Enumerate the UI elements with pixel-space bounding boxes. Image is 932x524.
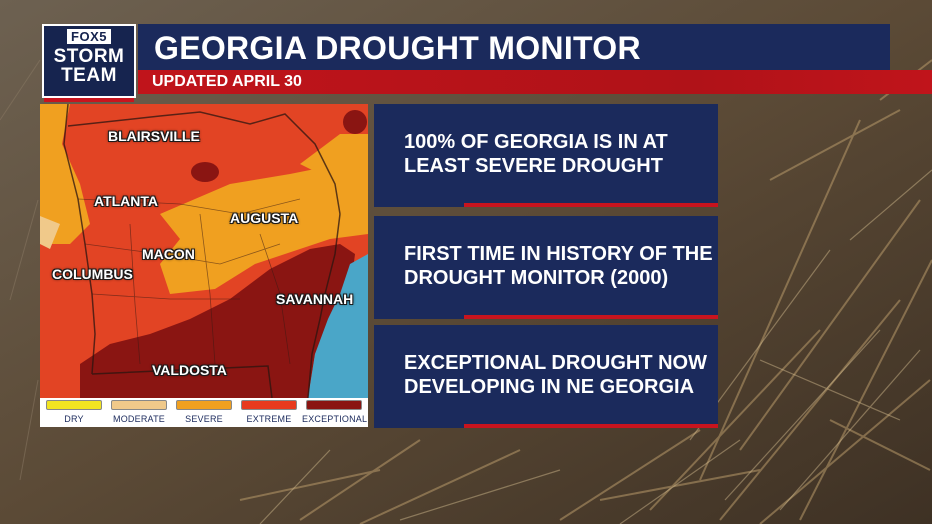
title-bar: GEORGIA DROUGHT MONITOR: [138, 24, 890, 70]
map-exceptional-spot-ne: [343, 110, 367, 134]
legend-label-moderate: MODERATE: [113, 414, 165, 424]
logo-storm-text: STORM: [53, 46, 125, 67]
info-card-text: EXCEPTIONAL DROUGHT NOW DEVELOPING IN NE…: [404, 352, 707, 398]
city-label-columbus: COLUMBUS: [52, 266, 133, 282]
info-card-red-rule: [464, 203, 718, 207]
legend-swatch-extreme: [241, 400, 297, 410]
page-title: GEORGIA DROUGHT MONITOR: [154, 30, 641, 66]
map-severe-area-ne: [300, 134, 368, 179]
map-severe-area-west: [40, 104, 90, 244]
legend-label-extreme: EXTREME: [246, 414, 292, 424]
map-atlantic-ocean: [308, 254, 368, 398]
info-card-red-rule: [464, 424, 718, 428]
info-card-severe-drought: 100% OF GEORGIA IS IN AT LEAST SEVERE DR…: [374, 104, 718, 207]
georgia-drought-map: [40, 104, 368, 398]
fox5-storm-team-logo: FOX5 STORM TEAM: [42, 24, 136, 102]
info-card-exceptional-drought: EXCEPTIONAL DROUGHT NOW DEVELOPING IN NE…: [374, 325, 718, 428]
legend-swatch-dry: [46, 400, 102, 410]
map-severe-area-central: [160, 159, 368, 294]
legend-item-dry: DRY: [42, 400, 106, 425]
legend-label-dry: DRY: [64, 414, 84, 424]
legend-swatch-moderate: [111, 400, 167, 410]
drought-map-panel: BLAIRSVILLE ATLANTA AUGUSTA MACON COLUMB…: [40, 104, 368, 427]
logo-red-rule: [44, 98, 134, 102]
legend-swatch-severe: [176, 400, 232, 410]
city-label-atlanta: ATLANTA: [94, 193, 159, 209]
page-subtitle: UPDATED APRIL 30: [152, 73, 302, 90]
info-card-history: FIRST TIME IN HISTORY OF THE DROUGHT MON…: [374, 216, 718, 319]
city-label-blairsville: BLAIRSVILLE: [108, 128, 200, 144]
legend-swatch-exceptional: [306, 400, 362, 410]
info-card-text: FIRST TIME IN HISTORY OF THE DROUGHT MON…: [404, 243, 713, 289]
legend-item-moderate: MODERATE: [107, 400, 171, 425]
city-label-valdosta: VALDOSTA: [152, 362, 227, 378]
logo-fox5-text: FOX5: [67, 29, 111, 44]
city-label-savannah: SAVANNAH: [276, 291, 354, 307]
logo-team-text: TEAM: [61, 65, 117, 86]
drought-legend: DRY MODERATE SEVERE EXTREME EXCEPTIONAL: [40, 398, 368, 427]
map-exceptional-spot-north: [191, 162, 219, 182]
city-label-augusta: AUGUSTA: [230, 210, 299, 226]
info-card-text: 100% OF GEORGIA IS IN AT LEAST SEVERE DR…: [404, 131, 668, 177]
subtitle-bar: UPDATED APRIL 30: [138, 70, 932, 94]
legend-label-exceptional: EXCEPTIONAL: [302, 414, 368, 424]
map-exceptional-area-south: [80, 244, 355, 398]
legend-item-severe: SEVERE: [172, 400, 236, 425]
legend-item-exceptional: EXCEPTIONAL: [302, 400, 368, 425]
legend-label-severe: SEVERE: [185, 414, 223, 424]
city-label-macon: MACON: [142, 246, 195, 262]
legend-item-extreme: EXTREME: [237, 400, 301, 425]
info-card-red-rule: [464, 315, 718, 319]
map-moderate-area-west: [40, 216, 60, 249]
